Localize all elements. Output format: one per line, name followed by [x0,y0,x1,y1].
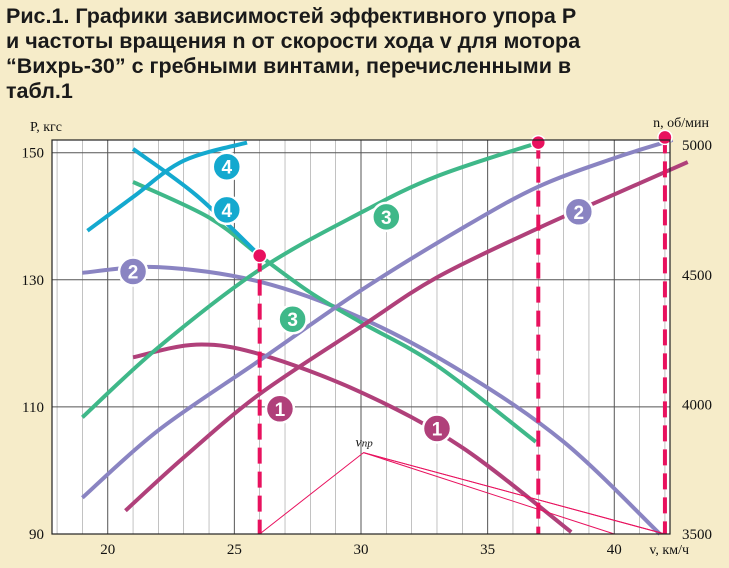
x-tick-label: 30 [354,542,369,558]
caption-line-3: “Вихрь-30” с гребными винтами, перечисле… [6,54,572,78]
y-right-tick-label: 5000 [682,138,712,154]
y-axis-title-right: n, об/мин [653,116,709,131]
x-tick-label: 35 [480,542,495,558]
curve-badge-2: 2 [563,196,595,228]
series-1-P-line [132,342,573,534]
vpr-symbol: v [356,436,363,451]
series-1-n-line [124,160,689,513]
series-4-P-line [131,147,262,258]
vpr-line [363,452,615,535]
y-right-tick-label: 4000 [682,397,712,413]
operating-point-marker [657,129,673,146]
x-tick-label: 20 [100,542,115,558]
tick-labels: 20 25 30 35 40 90 110 130 150 3500 4000 4500 5000 [22,138,713,558]
x-tick-label: 40 [607,542,622,558]
series-4-n-line [86,140,248,233]
curve-badge-label: 4 [221,158,232,179]
curve-badge-label: 2 [128,263,139,284]
curve-badge-circle [421,413,453,444]
series-3-P-line [132,180,537,444]
curve-badge-circle [563,196,595,228]
curve-badge-circle [211,151,243,182]
curve-badges: 1 1 2 2 3 3 4 4 [117,151,595,444]
y-left-tick-label: 110 [22,400,44,416]
curve-badge-label: 2 [574,203,585,224]
vpr-construction [259,452,666,535]
figure-caption: Рис.1. Графики зависимостей эффективного… [6,4,706,104]
series-2-n-line [81,138,674,500]
y-right-tick-label: 3500 [682,527,712,543]
curve-badge-1: 1 [421,413,453,444]
drop-lines [257,137,667,534]
y-left-tick-label: 90 [29,527,44,543]
caption-line-2: и частоты вращения n от скорости хода v … [6,29,581,53]
y-left-tick-label: 130 [22,273,45,289]
series-3-n-line [81,140,539,419]
curves [81,138,689,536]
curve-badge-circle [211,194,243,226]
vpr-annotation: vпр [356,436,374,451]
curve-badge-1: 1 [264,393,296,425]
vpr-line [363,452,666,535]
curve-badge-label: 1 [432,420,443,441]
curve-badge-circle [117,256,149,287]
vpr-subscript: пр [362,438,374,450]
curve-badge-3: 3 [371,201,402,233]
y-left-tick-label: 150 [22,146,45,162]
curve-badge-2: 2 [117,256,149,287]
curve-badge-4: 4 [211,194,243,226]
y-right-tick-label: 4500 [682,268,712,284]
operating-point-marker [251,247,268,264]
operating-point-marker [530,134,547,151]
plot-frame [51,139,671,535]
caption-line-4: табл.1 [6,79,73,103]
curve-badge-3: 3 [277,303,308,335]
curve-badge-label: 3 [381,208,392,229]
curve-badge-label: 1 [275,400,286,421]
y-axis-title-left: P, кгс [30,120,62,135]
curve-badge-label: 3 [287,310,298,331]
curve-badge-circle [277,303,308,335]
curve-badge-label: 4 [221,201,232,222]
x-tick-label: 25 [227,542,242,558]
curve-badge-circle [264,393,296,425]
markers [251,129,673,264]
curve-badge-circle [371,201,402,233]
caption-line-1: Рис.1. Графики зависимостей эффективного… [6,4,577,28]
x-axis-title: v, км/ч [649,543,689,558]
curve-badge-4: 4 [211,151,243,182]
